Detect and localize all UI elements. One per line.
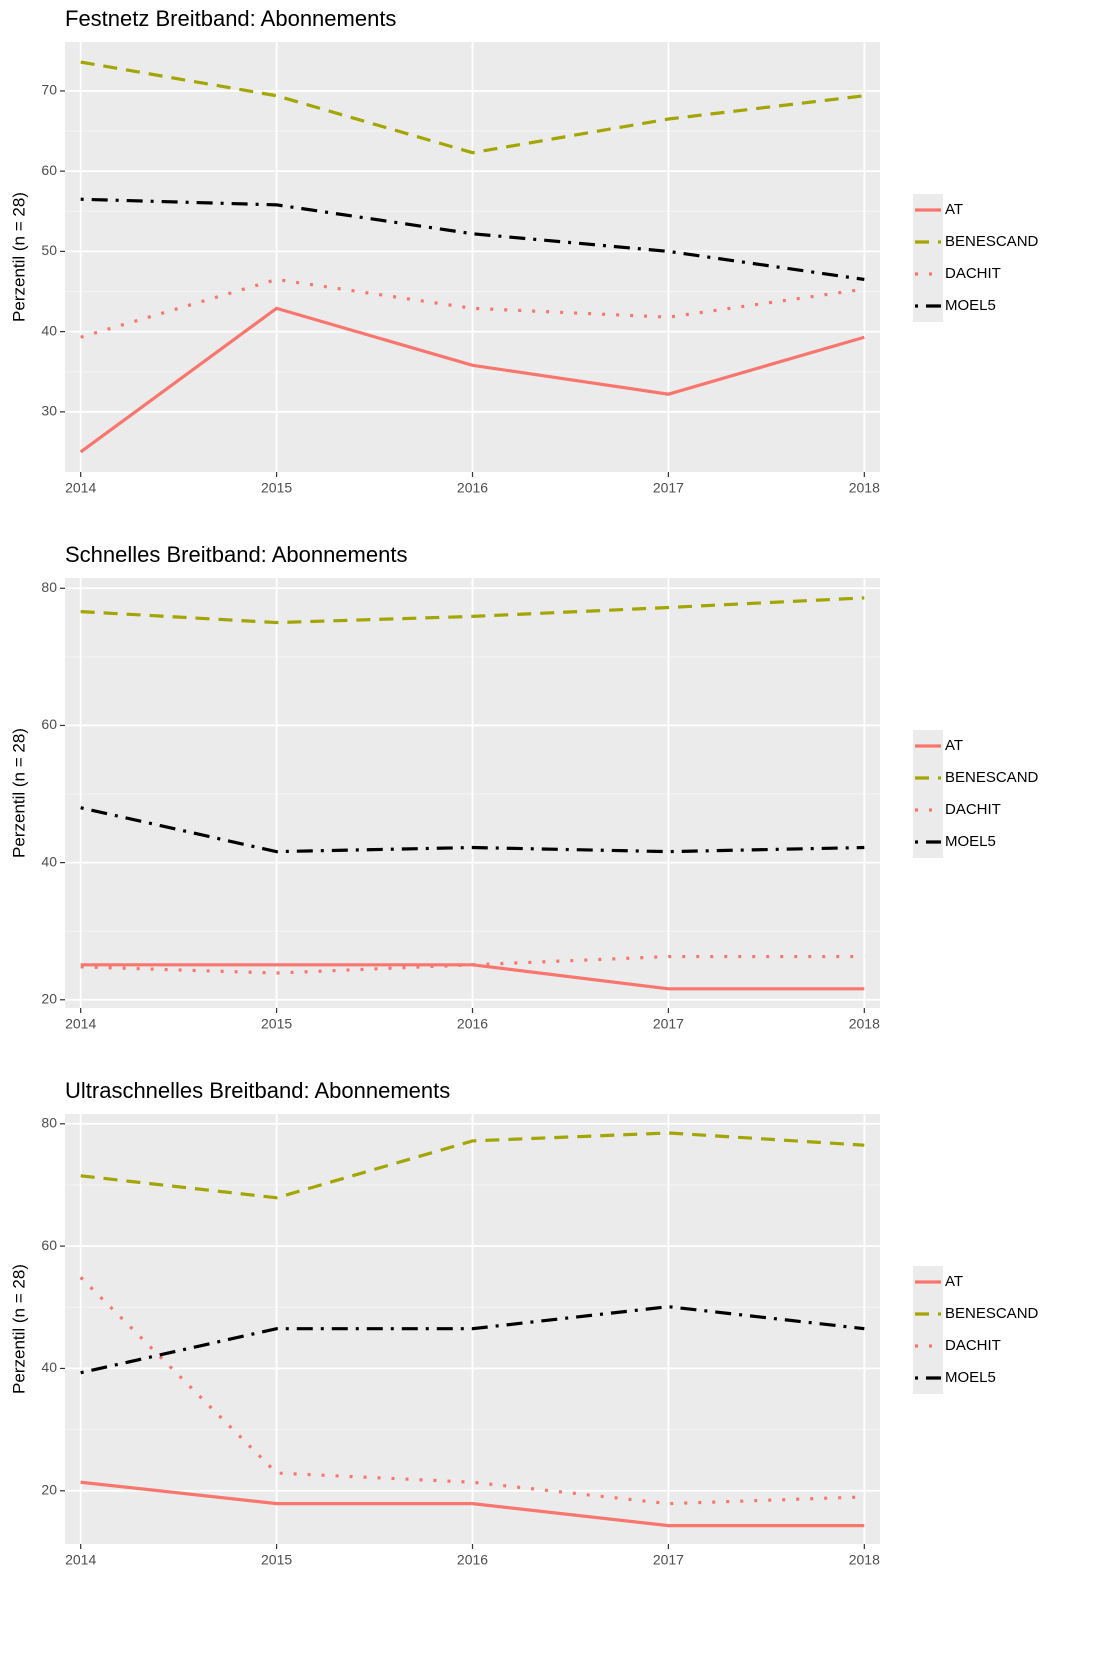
y-tick-label: 40 — [41, 322, 57, 338]
y-tick-label: 60 — [41, 716, 57, 732]
x-tick-label: 2017 — [653, 480, 684, 496]
legend-label: MOEL5 — [945, 833, 996, 850]
x-tick-label: 2014 — [65, 1552, 96, 1568]
x-tick-label: 2015 — [261, 480, 292, 496]
series-line — [80, 197, 865, 282]
x-tick-label: 2017 — [653, 1016, 684, 1032]
series-line — [80, 596, 865, 625]
y-axis-label: Perzentil (n = 28) — [9, 192, 28, 322]
series-line — [80, 806, 865, 854]
legend-label: AT — [945, 201, 963, 218]
x-tick-label: 2018 — [849, 1552, 880, 1568]
x-tick-label: 2014 — [65, 1016, 96, 1032]
y-tick-label: 80 — [41, 1114, 57, 1130]
y-tick-label: 20 — [41, 1481, 57, 1497]
y-tick-label: 60 — [41, 162, 57, 178]
chart-title: Ultraschnelles Breitband: Abonnements — [65, 1078, 450, 1103]
x-tick-label: 2016 — [457, 480, 488, 496]
y-tick-label: 80 — [41, 579, 57, 595]
series-line — [80, 954, 865, 975]
series-line — [80, 1305, 865, 1375]
x-tick-label: 2016 — [457, 1552, 488, 1568]
legend-label: AT — [945, 1273, 963, 1290]
series-line — [80, 1131, 865, 1200]
series-line — [80, 60, 865, 155]
legend-label: AT — [945, 737, 963, 754]
y-tick-label: 70 — [41, 82, 57, 98]
legend-label: BENESCAND — [945, 233, 1039, 250]
y-tick-label: 50 — [41, 242, 57, 258]
legend-label: BENESCAND — [945, 1305, 1039, 1322]
legend-label: MOEL5 — [945, 1369, 996, 1386]
x-tick-label: 2018 — [849, 1016, 880, 1032]
legend-label: BENESCAND — [945, 769, 1039, 786]
legend-label: DACHIT — [945, 801, 1001, 818]
x-tick-label: 2014 — [65, 480, 96, 496]
series-line — [80, 1480, 865, 1528]
y-axis-label: Perzentil (n = 28) — [9, 1264, 28, 1394]
x-tick-label: 2017 — [653, 1552, 684, 1568]
x-tick-label: 2015 — [261, 1016, 292, 1032]
legend-label: DACHIT — [945, 1337, 1001, 1354]
x-tick-label: 2015 — [261, 1552, 292, 1568]
y-axis-label: Perzentil (n = 28) — [9, 728, 28, 858]
y-tick-label: 40 — [41, 1359, 57, 1375]
chart-title: Schnelles Breitband: Abonnements — [65, 542, 407, 567]
chart-title: Festnetz Breitband: Abonnements — [65, 6, 396, 31]
legend-label: DACHIT — [945, 265, 1001, 282]
x-tick-label: 2018 — [849, 480, 880, 496]
y-tick-label: 40 — [41, 853, 57, 869]
x-tick-label: 2016 — [457, 1016, 488, 1032]
y-tick-label: 20 — [41, 990, 57, 1006]
series-line — [79, 306, 865, 454]
legend-label: MOEL5 — [945, 297, 996, 314]
series-line — [79, 1276, 865, 1506]
y-tick-label: 30 — [41, 403, 57, 419]
y-tick-label: 60 — [41, 1237, 57, 1253]
